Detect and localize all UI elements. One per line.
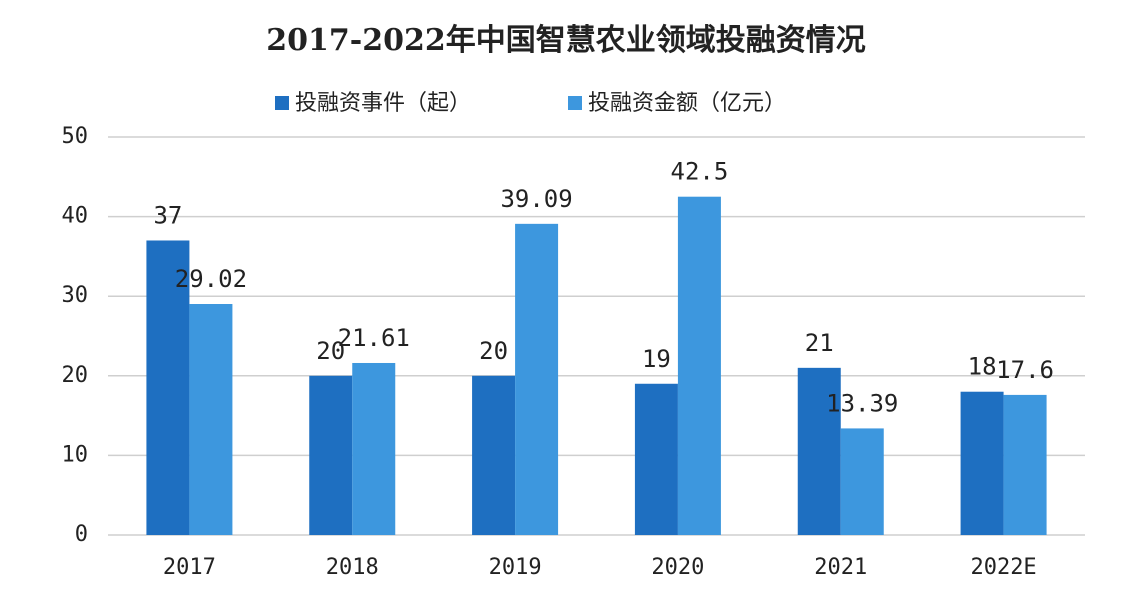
bar bbox=[634, 383, 678, 535]
legend-label: 投融资金额（亿元） bbox=[588, 91, 786, 116]
bar bbox=[960, 391, 1004, 535]
legend-marker bbox=[568, 96, 582, 110]
bar bbox=[352, 362, 396, 535]
bar bbox=[146, 240, 190, 536]
bar bbox=[309, 375, 353, 535]
data-label: 39.09 bbox=[500, 185, 572, 213]
bar bbox=[677, 196, 721, 535]
legend-marker bbox=[275, 96, 289, 110]
x-tick-label: 2021 bbox=[814, 555, 867, 580]
y-tick-label: 50 bbox=[62, 124, 89, 149]
bar bbox=[189, 304, 233, 535]
bar bbox=[515, 223, 559, 535]
data-label: 42.5 bbox=[671, 158, 729, 186]
data-label: 19 bbox=[642, 345, 671, 373]
bar bbox=[1003, 394, 1047, 535]
y-tick-label: 30 bbox=[62, 283, 89, 308]
data-label: 37 bbox=[153, 201, 182, 229]
chart-title: 2017-2022年中国智慧农业领域投融资情况 bbox=[266, 23, 865, 58]
data-label: 20 bbox=[316, 337, 345, 365]
y-tick-label: 10 bbox=[62, 442, 89, 467]
data-label: 17.6 bbox=[996, 356, 1054, 384]
data-label: 29.02 bbox=[175, 265, 247, 293]
x-tick-label: 2017 bbox=[163, 555, 216, 580]
data-label: 13.39 bbox=[826, 389, 898, 417]
x-tick-label: 2018 bbox=[326, 555, 379, 580]
y-tick-label: 40 bbox=[62, 204, 89, 229]
bar bbox=[797, 367, 841, 535]
x-tick-label: 2019 bbox=[489, 555, 542, 580]
data-label: 21.61 bbox=[338, 324, 410, 352]
bar bbox=[472, 375, 516, 535]
x-tick-label: 2020 bbox=[651, 555, 704, 580]
bar bbox=[840, 428, 884, 535]
data-label: 21 bbox=[805, 329, 834, 357]
y-tick-label: 0 bbox=[75, 522, 88, 547]
y-tick-label: 20 bbox=[62, 363, 89, 388]
data-label: 20 bbox=[479, 337, 508, 365]
legend-label: 投融资事件（起） bbox=[295, 91, 471, 116]
x-tick-label: 2022E bbox=[970, 555, 1036, 580]
data-label: 18 bbox=[968, 353, 997, 381]
